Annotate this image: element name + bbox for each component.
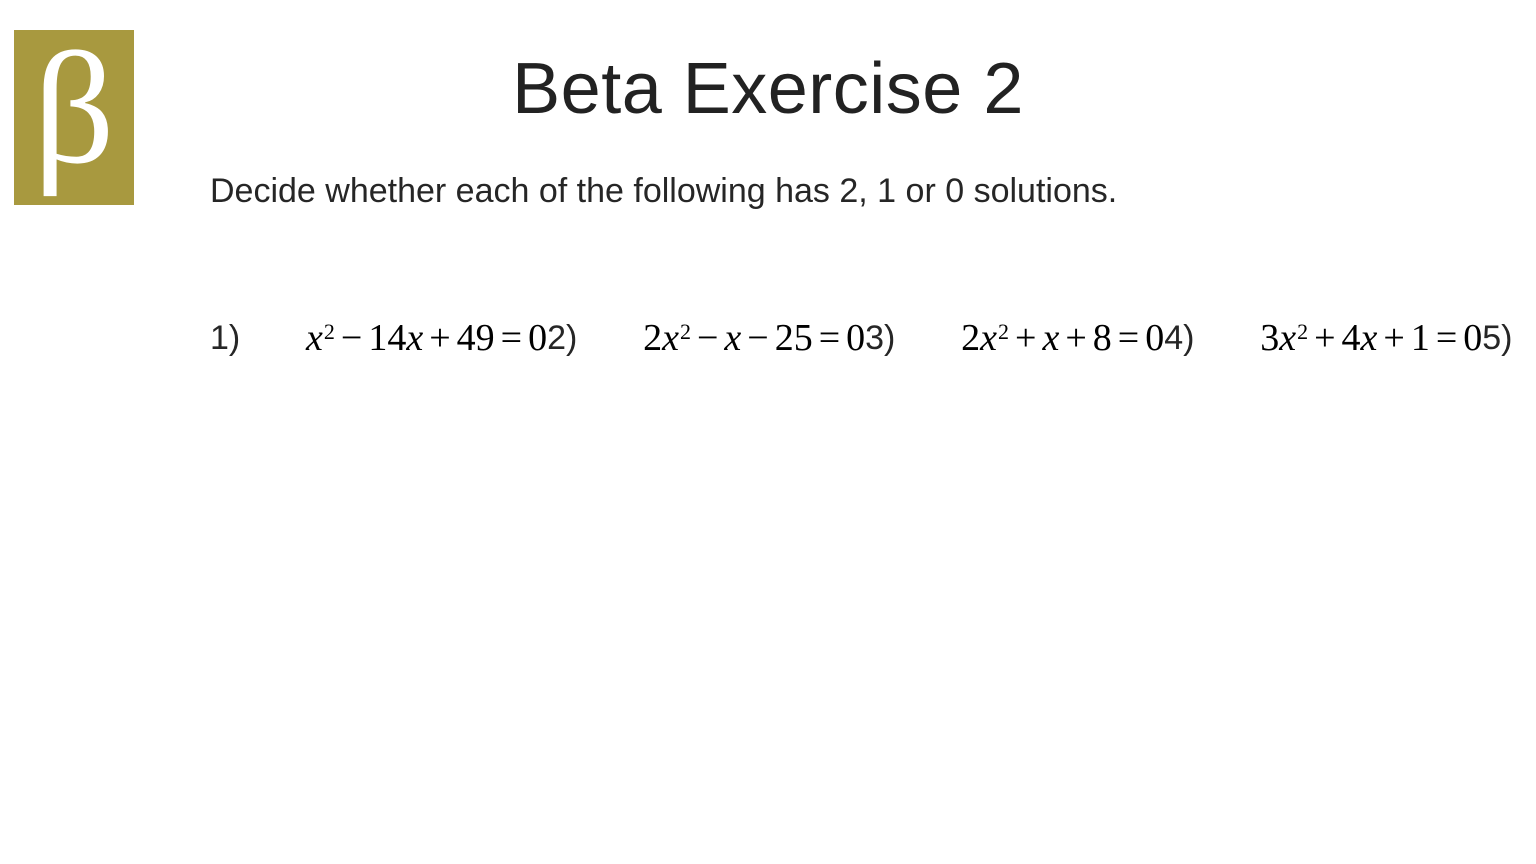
problem-number: 4) [1164,319,1260,358]
problem-number: 5) [1482,319,1536,358]
problems-grid: 1) x2−14x+49=0 2) 2x2−x−25=0 3) 2x2+x+8=… [210,278,1390,398]
page-title: Beta Exercise 2 [0,48,1536,130]
problem-1: 1) x2−14x+49=0 [210,278,547,398]
problem-4: 4) 3x2+4x+1=0 [1164,278,1482,398]
problem-3: 3) 2x2+x+8=0 [865,278,1164,398]
problem-5: 5) 2x2−4x+2=0 [1482,278,1536,398]
equation: 2x2+x+8=0 [961,319,1164,357]
equation: x2−14x+49=0 [306,319,547,357]
equation: 3x2+4x+1=0 [1260,319,1482,357]
problem-number: 2) [547,319,643,358]
problem-2: 2) 2x2−x−25=0 [547,278,865,398]
equation: 2x2−x−25=0 [643,319,865,357]
problem-number: 3) [865,319,961,358]
problem-number: 1) [210,319,306,358]
instruction-text: Decide whether each of the following has… [210,172,1117,211]
